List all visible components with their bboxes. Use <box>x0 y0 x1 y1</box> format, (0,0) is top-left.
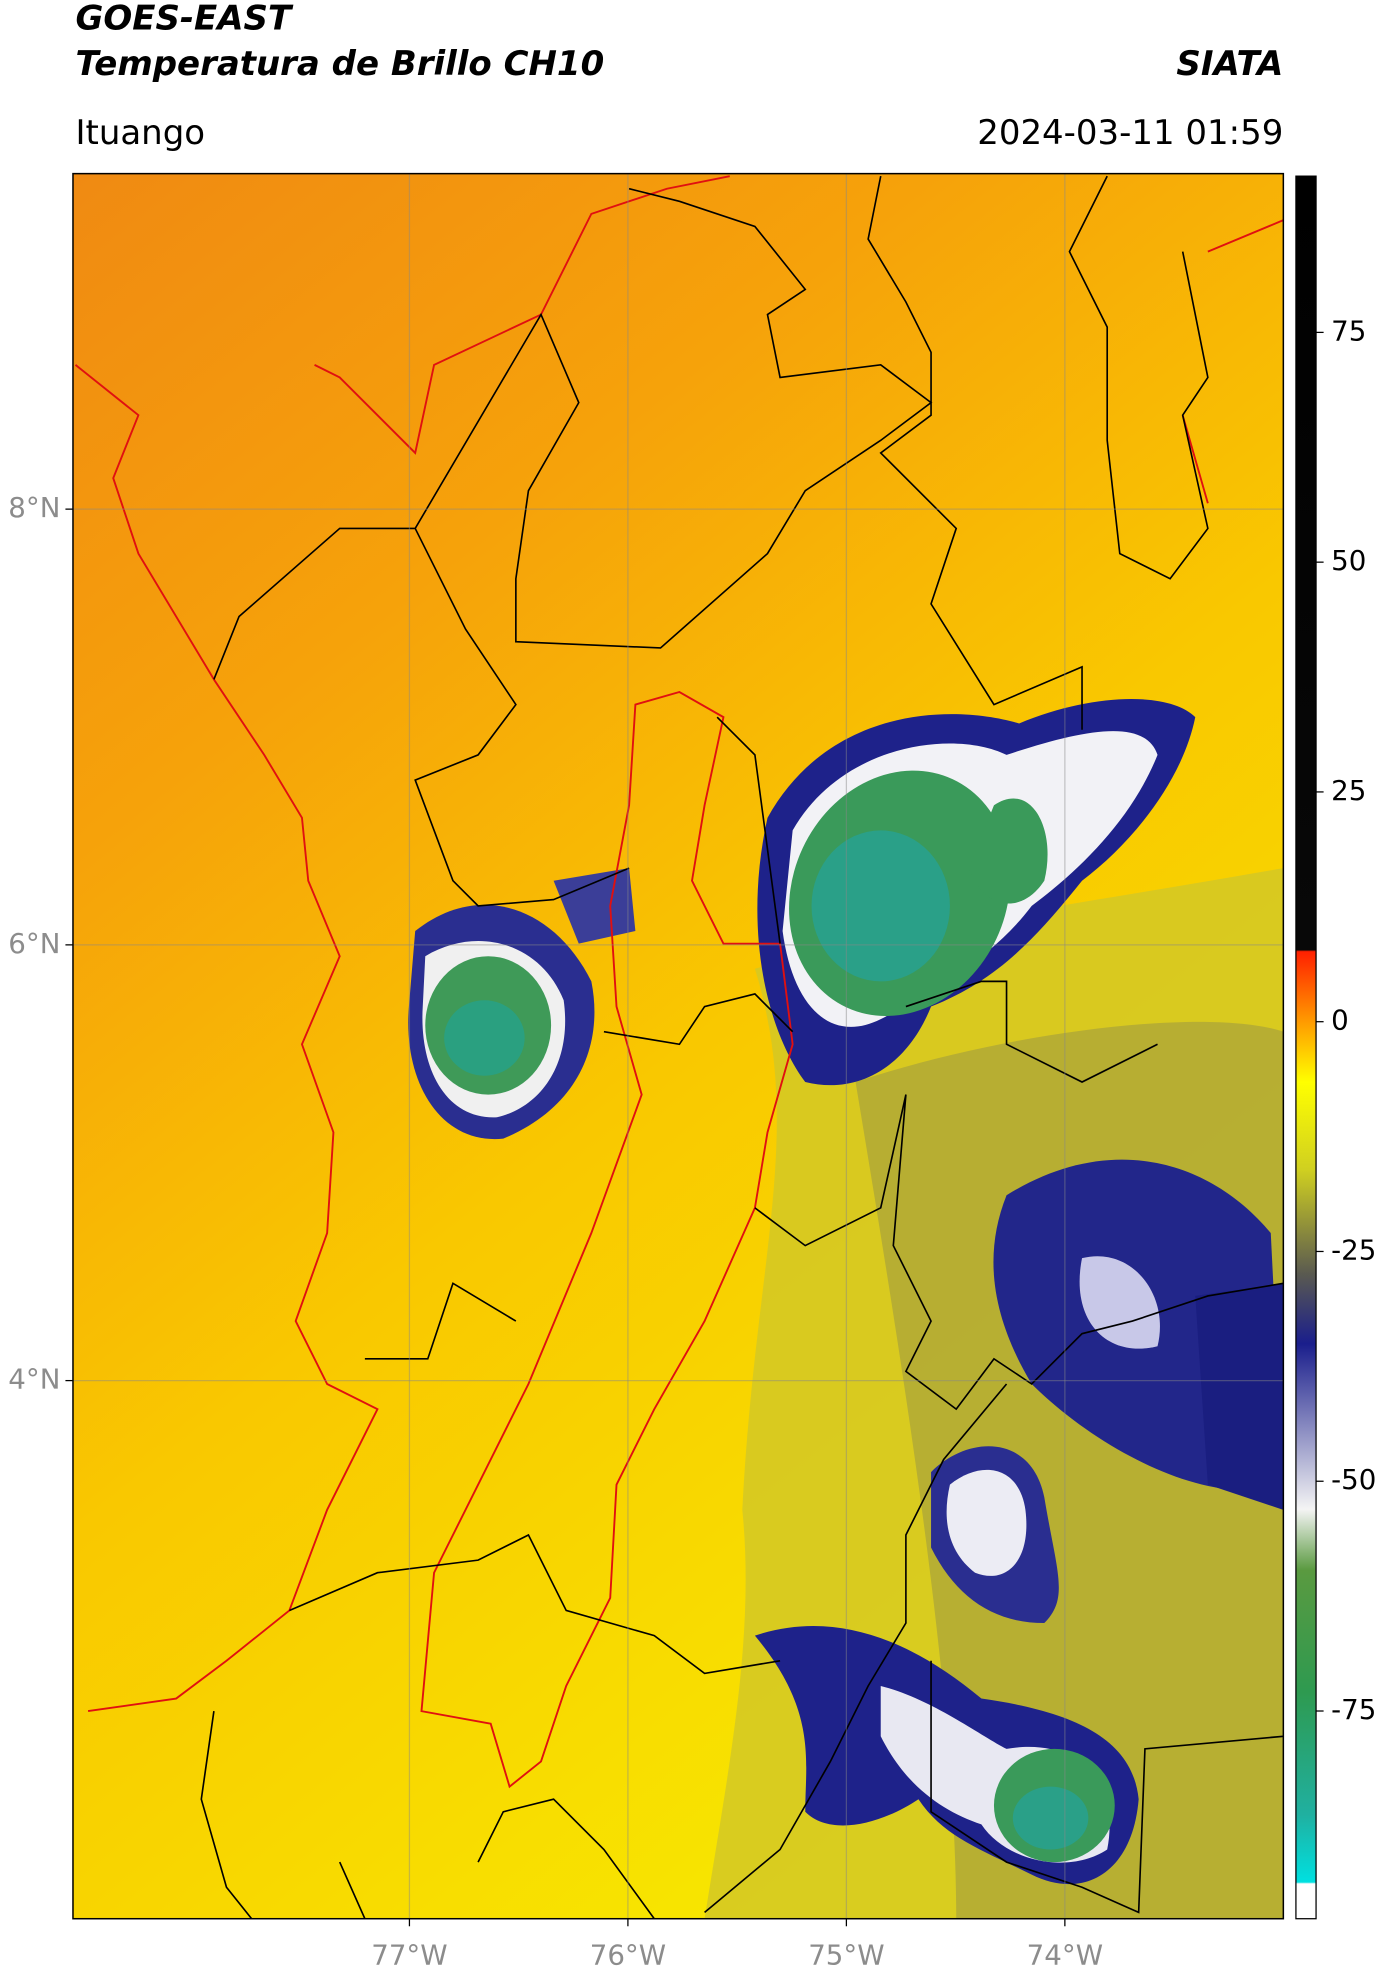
timestamp: 2024-03-11 01:59 <box>977 113 1283 153</box>
map-frame <box>72 172 1285 1920</box>
colorbar-tick-label: 75 <box>1331 314 1366 347</box>
colorbar-tick-label: 0 <box>1331 1004 1349 1037</box>
colorbar <box>1295 175 1317 1920</box>
graticule <box>72 173 1284 1919</box>
location: Ituango <box>75 113 205 153</box>
x-tick-label: 75°W <box>808 1938 884 1971</box>
title: Temperatura de Brillo CH10 <box>75 44 604 84</box>
x-tick-label: 74°W <box>1027 1938 1103 1971</box>
x-tick-label: 76°W <box>590 1938 666 1971</box>
colorbar-tick-label: -50 <box>1331 1463 1376 1496</box>
x-tick-label: 77°W <box>371 1938 447 1971</box>
title: GOES-EAST <box>75 0 293 39</box>
y-tick-label: 8°N <box>8 491 60 524</box>
y-tick-label: 4°N <box>8 1363 60 1396</box>
colorbar-tick-label: 50 <box>1331 544 1366 577</box>
colorbar-tick-label: -25 <box>1331 1233 1376 1266</box>
y-tick-label: 6°N <box>8 927 60 960</box>
source: SIATA <box>1176 44 1283 84</box>
colorbar-tick-label: -75 <box>1331 1693 1376 1726</box>
colorbar-tick-label: 25 <box>1331 774 1366 807</box>
map-imagery <box>72 173 1284 1919</box>
